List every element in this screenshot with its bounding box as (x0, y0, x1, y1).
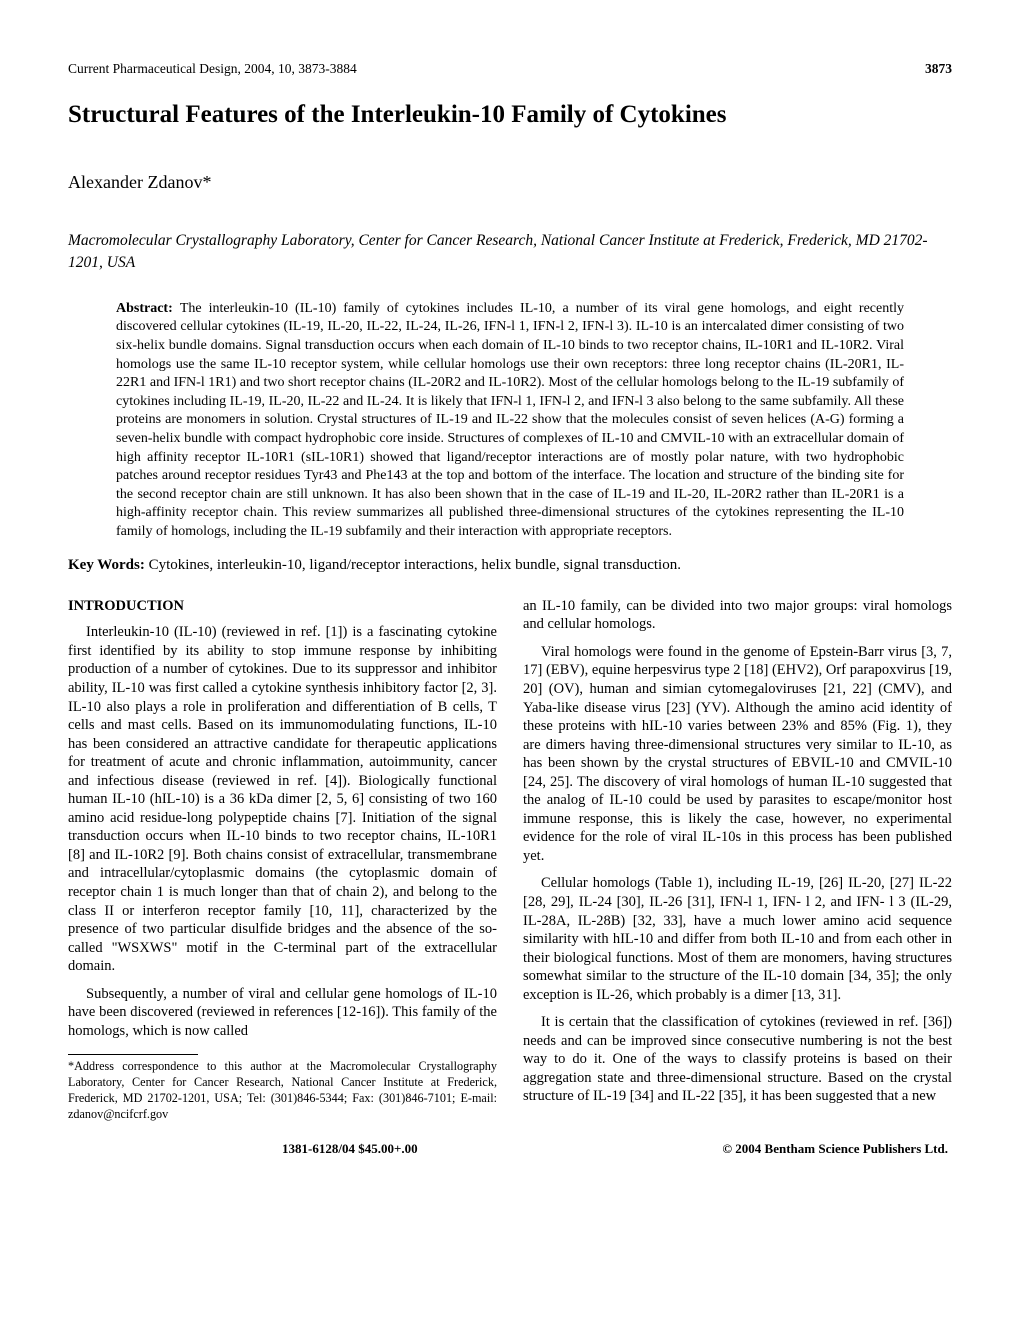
affiliation: Macromolecular Crystallography Laborator… (68, 230, 952, 273)
body-columns: INTRODUCTION Interleukin-10 (IL-10) (rev… (68, 597, 952, 1123)
running-header: Current Pharmaceutical Design, 2004, 10,… (68, 60, 952, 77)
correspondence-footnote: *Address correspondence to this author a… (68, 1059, 497, 1122)
header-volume: , 10, (271, 61, 295, 76)
right-column: an IL-10 family, can be divided into two… (523, 597, 952, 1123)
header-citation: Current Pharmaceutical Design, 2004, 10,… (68, 60, 357, 77)
author-line: Alexander Zdanov* (68, 171, 952, 194)
abstract-label: Abstract: (116, 301, 180, 316)
keywords-text: Cytokines, interleukin-10, ligand/recept… (149, 557, 681, 573)
keywords-label: Key Words: (68, 557, 149, 573)
paragraph: Cellular homologs (Table 1), including I… (523, 874, 952, 1004)
header-pages: 3873-3884 (295, 61, 357, 76)
journal-name: Current Pharmaceutical Design (68, 61, 237, 76)
section-heading-introduction: INTRODUCTION (68, 597, 497, 616)
paragraph: Interleukin-10 (IL-10) (reviewed in ref.… (68, 623, 497, 975)
footnote-separator (68, 1054, 198, 1055)
keywords-line: Key Words: Cytokines, interleukin-10, li… (68, 556, 952, 575)
footer-issn-price: 1381-6128/04 $45.00+.00 (282, 1141, 418, 1158)
header-year: , 2004 (237, 61, 271, 76)
paragraph: Viral homologs were found in the genome … (523, 643, 952, 866)
abstract-block: Abstract: The interleukin-10 (IL-10) fam… (116, 300, 904, 542)
abstract-text: The interleukin-10 (IL-10) family of cyt… (116, 301, 904, 539)
page-footer: 1381-6128/04 $45.00+.00 © 2004 Bentham S… (68, 1141, 952, 1158)
article-title: Structural Features of the Interleukin-1… (68, 99, 952, 131)
left-column: INTRODUCTION Interleukin-10 (IL-10) (rev… (68, 597, 497, 1123)
paragraph: It is certain that the classification of… (523, 1013, 952, 1106)
paragraph: Subsequently, a number of viral and cell… (68, 985, 497, 1041)
paragraph: an IL-10 family, can be divided into two… (523, 597, 952, 634)
footer-copyright: © 2004 Bentham Science Publishers Ltd. (722, 1141, 948, 1158)
page-number: 3873 (925, 60, 952, 77)
